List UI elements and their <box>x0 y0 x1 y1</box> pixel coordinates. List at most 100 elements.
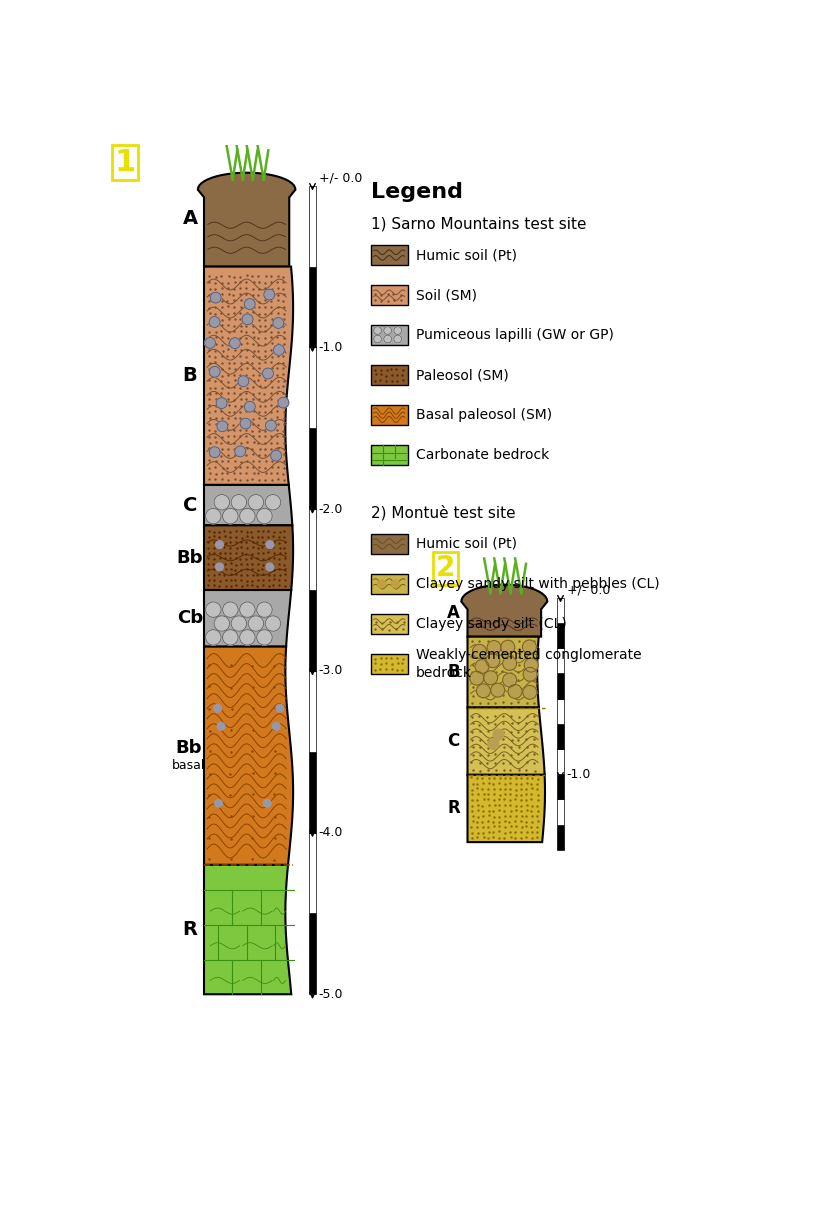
Circle shape <box>373 326 382 335</box>
Text: -5.0: -5.0 <box>319 988 343 1000</box>
Circle shape <box>214 616 230 632</box>
Text: A: A <box>183 209 197 228</box>
Circle shape <box>209 316 220 327</box>
Polygon shape <box>468 774 545 842</box>
Circle shape <box>493 730 504 739</box>
Circle shape <box>523 640 536 654</box>
Text: -3.0: -3.0 <box>319 664 343 678</box>
Circle shape <box>248 494 263 510</box>
Bar <box>309 267 316 348</box>
Bar <box>557 724 564 749</box>
Bar <box>371 614 408 634</box>
Circle shape <box>244 298 255 309</box>
Text: basal: basal <box>172 759 205 772</box>
Circle shape <box>231 494 247 510</box>
Circle shape <box>206 602 221 617</box>
Circle shape <box>278 397 289 408</box>
Bar <box>371 285 408 306</box>
Circle shape <box>501 640 515 655</box>
Circle shape <box>394 335 401 343</box>
Text: Bb: Bb <box>177 548 203 567</box>
Polygon shape <box>204 484 292 525</box>
Circle shape <box>209 447 220 458</box>
Circle shape <box>240 629 255 645</box>
Bar <box>309 186 316 267</box>
Text: R: R <box>183 920 197 939</box>
Bar <box>557 649 564 673</box>
Text: -4.0: -4.0 <box>319 826 343 840</box>
Bar <box>309 590 316 670</box>
Bar <box>557 774 564 800</box>
Circle shape <box>384 335 392 343</box>
Bar <box>309 509 316 590</box>
Polygon shape <box>461 585 548 637</box>
Circle shape <box>472 644 487 658</box>
Circle shape <box>273 344 284 355</box>
Circle shape <box>214 704 221 712</box>
Circle shape <box>206 629 221 645</box>
Bar <box>557 673 564 698</box>
Text: Paleosol (SM): Paleosol (SM) <box>415 368 508 382</box>
Circle shape <box>488 738 499 749</box>
Text: 2: 2 <box>436 554 455 582</box>
Circle shape <box>266 563 273 570</box>
Circle shape <box>477 684 491 698</box>
Text: B: B <box>183 366 197 385</box>
Circle shape <box>257 509 273 524</box>
Circle shape <box>508 685 522 698</box>
Circle shape <box>484 670 497 685</box>
Text: A: A <box>447 604 460 622</box>
Bar <box>557 749 564 774</box>
Polygon shape <box>468 708 544 774</box>
Circle shape <box>230 338 240 349</box>
Circle shape <box>263 800 271 807</box>
Bar <box>557 623 564 649</box>
Text: -1.0: -1.0 <box>567 768 591 782</box>
Polygon shape <box>204 646 293 865</box>
Circle shape <box>209 366 221 377</box>
Polygon shape <box>204 865 292 994</box>
Circle shape <box>235 446 245 457</box>
Circle shape <box>503 673 516 687</box>
Bar <box>557 800 564 825</box>
Text: Basal paleosol (SM): Basal paleosol (SM) <box>415 408 552 423</box>
Circle shape <box>216 563 223 570</box>
Bar <box>309 348 316 429</box>
Circle shape <box>384 326 392 335</box>
Bar <box>371 325 408 345</box>
Text: Soil (SM): Soil (SM) <box>415 289 477 302</box>
Text: +/- 0.0: +/- 0.0 <box>319 172 362 185</box>
Circle shape <box>217 722 225 730</box>
Bar <box>557 698 564 724</box>
Bar <box>557 598 564 623</box>
Circle shape <box>263 289 275 300</box>
Circle shape <box>211 292 221 303</box>
Text: Pumiceous lapilli (GW or GP): Pumiceous lapilli (GW or GP) <box>415 329 614 342</box>
Circle shape <box>486 654 500 668</box>
Circle shape <box>240 602 255 617</box>
Polygon shape <box>204 525 293 590</box>
Text: C: C <box>183 495 197 515</box>
Circle shape <box>273 722 280 730</box>
Circle shape <box>276 704 283 712</box>
Circle shape <box>257 629 273 645</box>
Text: R: R <box>447 800 460 818</box>
Text: Legend: Legend <box>371 182 463 202</box>
Text: Humic soil (Pt): Humic soil (Pt) <box>415 248 516 262</box>
Circle shape <box>273 318 284 329</box>
Bar <box>557 825 564 849</box>
Circle shape <box>503 656 516 670</box>
Circle shape <box>206 509 221 524</box>
Circle shape <box>265 494 281 510</box>
Bar <box>309 670 316 751</box>
Circle shape <box>265 616 281 632</box>
Text: +/- 0.0: +/- 0.0 <box>567 583 610 597</box>
Text: 1: 1 <box>114 149 135 178</box>
Text: Humic soil (Pt): Humic soil (Pt) <box>415 536 516 551</box>
Circle shape <box>491 684 505 697</box>
Circle shape <box>523 667 537 681</box>
Text: B: B <box>447 663 460 681</box>
Circle shape <box>271 451 282 461</box>
Bar <box>371 245 408 265</box>
Circle shape <box>217 420 228 431</box>
